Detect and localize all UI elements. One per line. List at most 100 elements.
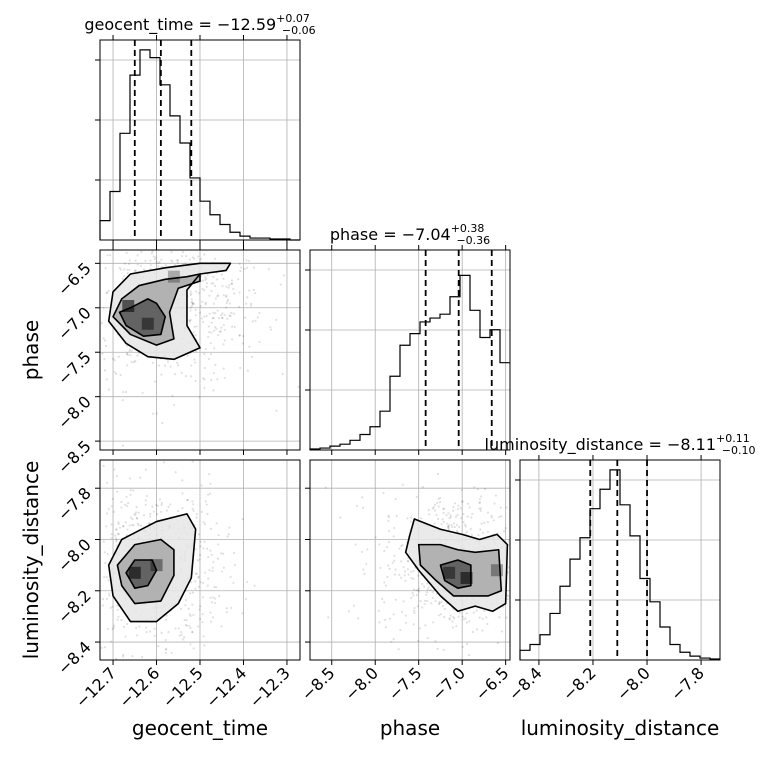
scatter-point xyxy=(139,476,142,479)
scatter-point xyxy=(128,268,131,272)
scatter-point xyxy=(100,321,103,325)
scatter-point xyxy=(216,294,219,298)
scatter-point xyxy=(213,585,216,588)
scatter-point xyxy=(207,325,210,328)
scatter-point xyxy=(461,500,464,503)
scatter-point xyxy=(227,532,230,536)
scatter-point xyxy=(410,516,413,519)
scatter-point xyxy=(117,355,120,358)
scatter-point xyxy=(417,639,420,643)
scatter-point xyxy=(388,617,392,620)
scatter-point xyxy=(222,277,225,281)
scatter-point xyxy=(205,503,208,506)
scatter-point xyxy=(117,532,120,535)
scatter-point xyxy=(239,366,242,370)
scatter-point xyxy=(205,282,209,285)
scatter-point xyxy=(122,390,125,394)
scatter-point xyxy=(192,331,195,334)
scatter-point xyxy=(222,324,225,327)
scatter-point xyxy=(472,611,475,614)
scatter-point xyxy=(129,516,133,519)
scatter-point xyxy=(155,503,158,507)
scatter-point xyxy=(170,259,173,262)
scatter-point xyxy=(125,251,128,254)
scatter-point xyxy=(189,293,192,297)
scatter-point xyxy=(479,509,482,512)
x-axis-label: geocent_time xyxy=(132,716,268,740)
scatter-point xyxy=(111,628,114,631)
scatter-point xyxy=(222,343,225,346)
scatter-point xyxy=(113,624,116,627)
scatter-point xyxy=(184,623,188,627)
scatter-point xyxy=(214,312,217,315)
scatter-point xyxy=(125,352,129,355)
scatter-point xyxy=(428,513,431,516)
contour-line-outer xyxy=(404,518,509,613)
scatter-point xyxy=(129,488,132,492)
scatter-point xyxy=(176,510,180,513)
scatter-point xyxy=(114,534,117,537)
scatter-point xyxy=(138,625,141,628)
scatter-point xyxy=(163,364,167,367)
x-tick-label: −8.4 xyxy=(505,663,546,704)
scatter-point xyxy=(198,608,201,611)
scatter-point xyxy=(463,523,467,526)
scatter-point xyxy=(499,506,502,509)
scatter-point xyxy=(137,511,140,514)
scatter-point xyxy=(194,580,197,583)
scatter-point xyxy=(107,289,110,292)
scatter-point xyxy=(201,596,205,599)
scatter-point xyxy=(122,625,126,628)
scatter-point xyxy=(117,522,120,526)
scatter-point xyxy=(387,530,391,533)
scatter-point xyxy=(117,521,120,524)
scatter-point xyxy=(151,412,155,415)
scatter-point xyxy=(197,575,200,578)
scatter-point xyxy=(159,510,163,513)
scatter-point xyxy=(228,314,231,317)
scatter-point xyxy=(445,514,448,517)
scatter-point xyxy=(394,568,397,571)
density-peak xyxy=(167,270,180,283)
scatter-point xyxy=(416,574,420,577)
scatter-point xyxy=(194,333,197,337)
scatter-point xyxy=(442,507,445,510)
scatter-point xyxy=(120,500,123,504)
scatter-point xyxy=(413,588,416,591)
scatter-point xyxy=(134,360,137,363)
scatter-point xyxy=(201,300,204,303)
scatter-point xyxy=(177,364,180,367)
scatter-point xyxy=(125,533,128,537)
scatter-point xyxy=(213,284,217,288)
x-tick-label: −12.3 xyxy=(246,663,294,711)
scatter-point xyxy=(126,268,129,272)
scatter-point xyxy=(132,489,135,492)
scatter-point xyxy=(129,477,132,480)
scatter-point xyxy=(442,511,445,514)
scatter-point xyxy=(180,633,183,636)
scatter-point xyxy=(204,571,207,574)
scatter-point xyxy=(393,526,396,530)
scatter-point xyxy=(468,620,471,623)
scatter-point xyxy=(228,284,231,287)
scatter-point xyxy=(457,615,460,618)
scatter-point xyxy=(471,512,474,515)
scatter-point xyxy=(470,516,473,519)
scatter-point xyxy=(179,607,183,610)
scatter-point xyxy=(126,364,129,367)
scatter-point xyxy=(443,607,446,611)
scatter-point xyxy=(153,634,156,637)
scatter-point xyxy=(438,602,441,605)
scatter-point xyxy=(126,502,130,505)
scatter-point xyxy=(212,302,215,305)
scatter-point xyxy=(190,298,193,301)
scatter-point xyxy=(282,274,285,277)
scatter-point xyxy=(111,605,114,608)
scatter-point xyxy=(202,547,205,550)
scatter-point xyxy=(459,507,463,510)
scatter-point xyxy=(174,471,177,474)
scatter-point xyxy=(189,290,192,293)
scatter-point xyxy=(213,329,216,332)
scatter-point xyxy=(439,613,442,616)
